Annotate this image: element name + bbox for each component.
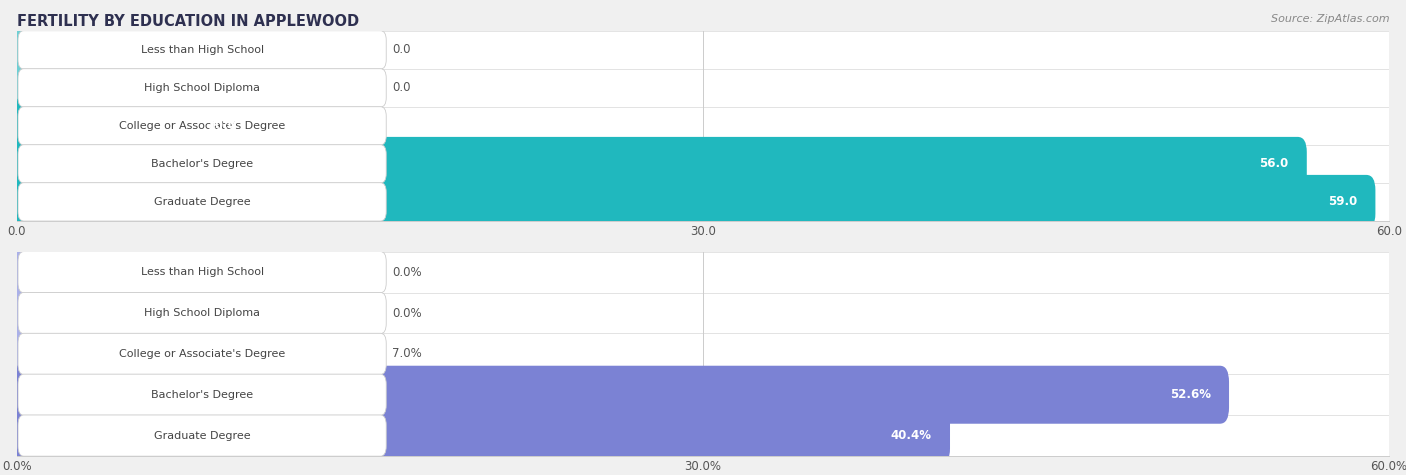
FancyBboxPatch shape xyxy=(17,107,1389,145)
FancyBboxPatch shape xyxy=(17,145,1389,183)
Text: High School Diploma: High School Diploma xyxy=(145,308,260,318)
Text: College or Associate's Degree: College or Associate's Degree xyxy=(120,121,285,131)
FancyBboxPatch shape xyxy=(17,183,1389,221)
Text: 59.0: 59.0 xyxy=(1327,195,1357,209)
FancyBboxPatch shape xyxy=(18,145,387,183)
Text: Less than High School: Less than High School xyxy=(141,45,264,55)
FancyBboxPatch shape xyxy=(18,31,387,69)
FancyBboxPatch shape xyxy=(7,366,1229,424)
Text: 0.0: 0.0 xyxy=(392,81,411,95)
FancyBboxPatch shape xyxy=(7,284,329,342)
FancyBboxPatch shape xyxy=(7,407,950,465)
Text: Less than High School: Less than High School xyxy=(141,267,264,277)
FancyBboxPatch shape xyxy=(18,293,387,333)
FancyBboxPatch shape xyxy=(17,69,1389,107)
FancyBboxPatch shape xyxy=(7,137,1306,191)
FancyBboxPatch shape xyxy=(18,69,387,107)
FancyBboxPatch shape xyxy=(18,107,387,145)
Text: 40.4%: 40.4% xyxy=(891,429,932,442)
FancyBboxPatch shape xyxy=(18,252,387,293)
Text: FERTILITY BY EDUCATION IN APPLEWOOD: FERTILITY BY EDUCATION IN APPLEWOOD xyxy=(17,14,359,29)
FancyBboxPatch shape xyxy=(7,243,329,301)
Text: 56.0: 56.0 xyxy=(1260,157,1288,171)
FancyBboxPatch shape xyxy=(17,374,1389,415)
FancyBboxPatch shape xyxy=(7,23,329,77)
Text: Bachelor's Degree: Bachelor's Degree xyxy=(150,159,253,169)
Text: 52.6%: 52.6% xyxy=(1170,388,1211,401)
FancyBboxPatch shape xyxy=(17,252,1389,293)
FancyBboxPatch shape xyxy=(7,175,1375,229)
Text: 0.0: 0.0 xyxy=(392,43,411,57)
FancyBboxPatch shape xyxy=(17,415,1389,456)
Text: College or Associate's Degree: College or Associate's Degree xyxy=(120,349,285,359)
Text: High School Diploma: High School Diploma xyxy=(145,83,260,93)
FancyBboxPatch shape xyxy=(18,374,387,415)
FancyBboxPatch shape xyxy=(18,333,387,374)
Text: Bachelor's Degree: Bachelor's Degree xyxy=(150,390,253,400)
Text: 10.0: 10.0 xyxy=(208,119,236,133)
FancyBboxPatch shape xyxy=(7,325,186,383)
FancyBboxPatch shape xyxy=(18,183,387,221)
Text: Graduate Degree: Graduate Degree xyxy=(153,430,250,441)
Text: Graduate Degree: Graduate Degree xyxy=(153,197,250,207)
FancyBboxPatch shape xyxy=(17,293,1389,333)
Text: 0.0%: 0.0% xyxy=(392,306,422,320)
Text: 7.0%: 7.0% xyxy=(392,347,422,361)
FancyBboxPatch shape xyxy=(7,99,254,153)
FancyBboxPatch shape xyxy=(17,31,1389,69)
FancyBboxPatch shape xyxy=(7,61,329,115)
Text: Source: ZipAtlas.com: Source: ZipAtlas.com xyxy=(1271,14,1389,24)
Text: 0.0%: 0.0% xyxy=(392,266,422,279)
FancyBboxPatch shape xyxy=(17,333,1389,374)
FancyBboxPatch shape xyxy=(18,415,387,456)
